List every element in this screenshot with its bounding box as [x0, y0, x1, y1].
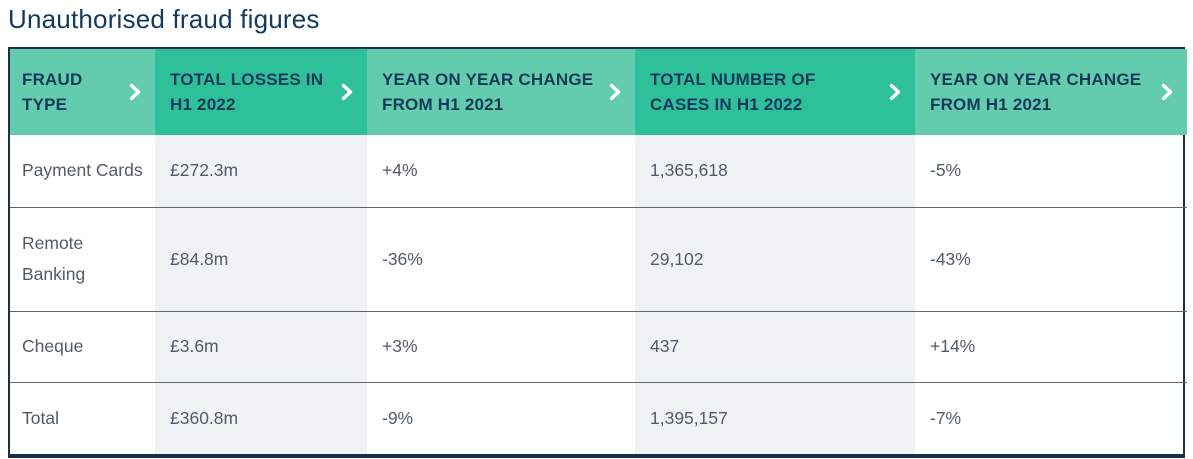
column-header-label: TOTAL NUMBER OF CASES IN H1 2022: [650, 70, 816, 114]
cell-losses-yoy-change: +4%: [382, 160, 418, 181]
cell-cases-yoy-change: -7%: [915, 381, 1187, 454]
table-row-total: Total £360.8m -9% 1,395,157 -7%: [10, 381, 1187, 454]
cell-total-losses: £3.6m: [155, 310, 367, 382]
cell-losses-yoy-change: -9%: [367, 381, 635, 454]
table-row-payment-cards: Payment Cards £272.3m +4% 1,365,618 -5%: [10, 135, 1187, 207]
column-header-label: FRAUD TYPE: [22, 70, 83, 114]
cell-cases-yoy-change: -43%: [915, 206, 1187, 311]
table-row-cheque: Cheque £3.6m +3% 437 +14%: [10, 310, 1187, 382]
column-header-total-cases[interactable]: TOTAL NUMBER OF CASES IN H1 2022: [635, 49, 915, 135]
cell-losses-yoy-change: -36%: [367, 206, 635, 311]
cell-total-cases: 1,365,618: [635, 135, 915, 207]
chevron-right-icon: [1161, 83, 1173, 101]
page-title: Unauthorised fraud figures: [8, 4, 320, 34]
cell-total-losses: £360.8m: [155, 381, 367, 454]
cell-total-cases: 1,395,157: [635, 381, 915, 454]
cell-fraud-type: Remote Banking: [10, 206, 155, 311]
cell-total-cases: 29,102: [635, 206, 915, 311]
cell-total-cases: 437: [635, 310, 915, 382]
chevron-right-icon: [889, 83, 901, 101]
fraud-figures-table-frame: FRAUD TYPE TOTAL LOSSES IN H1 2022: [8, 47, 1187, 458]
header-row: FRAUD TYPE TOTAL LOSSES IN H1 2022: [10, 49, 1187, 135]
cell-fraud-type: Cheque: [10, 310, 155, 382]
cell-cases-yoy-change: +14%: [915, 310, 1187, 382]
cell-fraud-type: Total: [10, 381, 155, 454]
cell-cases-yoy-change: -5%: [930, 160, 962, 181]
column-header-total-losses[interactable]: TOTAL LOSSES IN H1 2022: [155, 49, 367, 135]
column-header-losses-yoy-change[interactable]: YEAR ON YEAR CHANGE FROM H1 2021: [367, 49, 635, 135]
cell-total-losses: £272.3m: [155, 135, 367, 207]
column-header-fraud-type[interactable]: FRAUD TYPE: [10, 49, 155, 135]
chevron-right-icon: [341, 83, 353, 101]
column-header-cases-yoy-change[interactable]: YEAR ON YEAR CHANGE FROM H1 2021: [915, 49, 1187, 135]
chevron-right-icon: [129, 83, 141, 101]
fraud-figures-table: FRAUD TYPE TOTAL LOSSES IN H1 2022: [10, 49, 1187, 454]
column-header-label: YEAR ON YEAR CHANGE FROM H1 2021: [930, 70, 1142, 114]
cell-fraud-type: Payment Cards: [22, 160, 143, 181]
cell-total-losses: £84.8m: [155, 206, 367, 311]
column-header-label: TOTAL LOSSES IN H1 2022: [170, 70, 324, 114]
cell-losses-yoy-change: +3%: [367, 310, 635, 382]
chevron-right-icon: [609, 83, 621, 101]
column-header-label: YEAR ON YEAR CHANGE FROM H1 2021: [382, 70, 594, 114]
table-row-remote-banking: Remote Banking £84.8m -36% 29,102 -43%: [10, 206, 1187, 311]
